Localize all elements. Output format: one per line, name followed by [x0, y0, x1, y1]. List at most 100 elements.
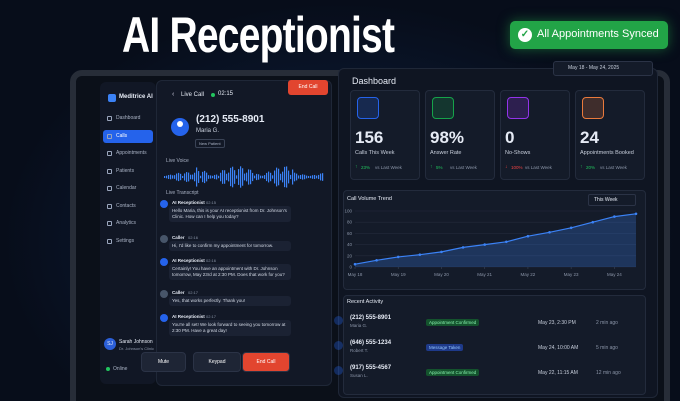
status: Online: [113, 366, 128, 372]
line: [354, 213, 637, 265]
msg-bubble: You're all set! We look forward to seein…: [169, 320, 291, 336]
nav-label[interactable]: Calls: [116, 132, 128, 139]
stat-arrow: ↑: [580, 164, 583, 170]
x-tick-label: May 22: [521, 272, 536, 277]
wave-bar: [184, 173, 186, 181]
brand-icon: [108, 94, 116, 102]
caller-tag: New Patient: [195, 139, 225, 148]
timer: 02:15: [218, 91, 234, 97]
wave-bar: [192, 174, 194, 180]
end-call-top[interactable]: End Call: [288, 80, 328, 95]
x-tick-label: May 19: [391, 272, 406, 277]
row-icon: [334, 366, 343, 375]
wave-bar: [320, 173, 322, 181]
point: [505, 240, 508, 244]
wave-bar: [298, 175, 300, 179]
stat-card: [425, 90, 495, 180]
stat-card: [575, 90, 645, 180]
wave-bar: [222, 170, 224, 184]
caller-avatar: [171, 118, 189, 136]
nav-label[interactable]: Dashboard: [116, 115, 141, 121]
wave-bar: [208, 175, 210, 179]
wave-bar: [168, 174, 170, 180]
nav-label[interactable]: Patients: [116, 167, 135, 174]
wave-bar: [196, 167, 198, 187]
period-select[interactable]: This Week: [588, 194, 636, 206]
wave-bar: [242, 168, 244, 186]
caller-name: Maria G.: [196, 128, 220, 134]
wave-bar: [240, 166, 242, 188]
point: [548, 230, 551, 234]
voice-label: Live Voice: [166, 158, 189, 164]
control-button[interactable]: End Call: [242, 352, 290, 372]
msg-speaker: Caller: [172, 235, 185, 240]
date-range[interactable]: May 18 - May 24, 2025: [553, 61, 653, 76]
wave-bar: [282, 171, 284, 183]
stat-icon: [582, 97, 604, 119]
y-tick-label: 20: [347, 253, 353, 258]
wave-bar: [198, 171, 200, 183]
wave-bar: [238, 169, 240, 185]
wave-bar: [232, 166, 234, 188]
nav-item[interactable]: [103, 129, 153, 143]
wave-bar: [302, 174, 304, 180]
stat-arrow: ↑: [355, 164, 358, 170]
msg-time: 02:15: [206, 200, 217, 205]
wave-bar: [186, 172, 188, 182]
point: [461, 246, 465, 249]
wave-bar: [308, 175, 310, 179]
wave-bar: [246, 172, 248, 182]
point: [375, 258, 378, 262]
stat-value: 24: [580, 128, 599, 147]
wave-bar: [322, 173, 324, 181]
control-button[interactable]: Mute: [141, 352, 186, 372]
row-status: Message Taken: [426, 344, 464, 351]
nav-icon: [107, 238, 112, 244]
chart-title: Call Volume Trend: [347, 196, 392, 202]
point: [613, 215, 616, 218]
wave-bar: [314, 174, 316, 180]
nav-icon: [107, 151, 112, 156]
wave-bar: [276, 167, 278, 187]
point: [483, 243, 486, 246]
stat-icon: [432, 97, 454, 119]
nav-icon: [107, 168, 112, 174]
row-ago: 2 min ago: [596, 320, 618, 326]
nav-icon: [107, 133, 112, 139]
call-label: Live Call: [181, 92, 205, 98]
stat-compare: vs Last Week: [450, 165, 477, 170]
stat-arrow: ↓: [505, 164, 508, 170]
wave-bar: [172, 175, 174, 179]
caller-glyph: [177, 121, 183, 127]
point: [440, 250, 443, 254]
row-phone: (212) 555-8901: [350, 315, 392, 321]
msg-avatar: [160, 200, 168, 208]
wave-bar: [258, 174, 260, 180]
chart-card: [343, 190, 646, 290]
wave-bar: [182, 175, 184, 179]
wave-bar: [292, 169, 294, 185]
wave-bar: [214, 174, 216, 180]
stat-label: Calls This Week: [355, 150, 395, 156]
msg-bubble: Hello Maria, this is your AI receptionis…: [169, 206, 291, 222]
wave-bar: [244, 173, 246, 181]
control-button[interactable]: Keypad: [193, 352, 241, 372]
nav-label[interactable]: Contacts: [116, 202, 136, 209]
wave-bar: [190, 174, 192, 180]
msg-time: 02:17: [206, 314, 217, 319]
nav-label[interactable]: Calendar: [116, 185, 137, 191]
nav-label[interactable]: Appointments: [116, 150, 147, 156]
row-when: May 22, 11:15 AM: [538, 370, 578, 376]
stat-change: 23%: [361, 165, 371, 170]
wave-bar: [188, 172, 190, 182]
nav-label[interactable]: Analytics: [116, 220, 137, 226]
row-status: Appointment Confirmed: [426, 319, 480, 326]
stat-change: 100%: [511, 165, 523, 170]
x-tick-label: May 21: [477, 272, 492, 277]
wave-bar: [220, 172, 222, 182]
nav-label[interactable]: Settings: [116, 237, 135, 244]
wave-bar: [290, 174, 292, 180]
stat-label: Answer Rate: [430, 150, 462, 156]
caller-phone: (212) 555-8901: [196, 114, 265, 125]
y-tick-label: 0: [349, 265, 352, 270]
